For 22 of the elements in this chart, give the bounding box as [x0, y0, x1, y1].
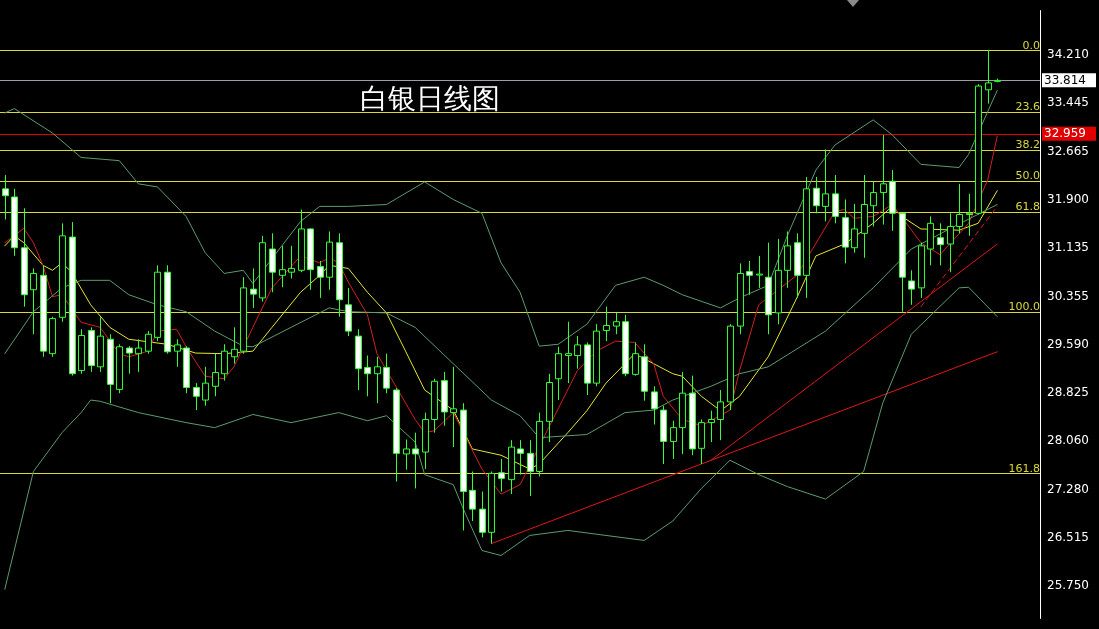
y-tick-label: 29.590	[1047, 337, 1089, 352]
ref-line-label: 32.959	[1044, 126, 1086, 141]
y-tick-label: 28.060	[1047, 432, 1089, 447]
text: 0.0	[1022, 38, 1040, 52]
y-tick-label: 25.750	[1047, 577, 1089, 592]
y-tick-label: 26.515	[1047, 529, 1089, 544]
y-tick-label: 34.210	[1047, 47, 1089, 62]
text: 61.8	[1015, 200, 1040, 214]
text: 50.0	[1015, 169, 1040, 183]
y-tick-label: 27.280	[1047, 481, 1089, 496]
text: 161.8	[1008, 461, 1040, 475]
y-tick-label: 31.900	[1047, 192, 1089, 207]
text: 白银日线图	[360, 81, 500, 117]
text: 100.0	[1008, 300, 1040, 314]
y-tick-label: 30.355	[1047, 289, 1089, 304]
ref-line-label: 33.814	[1044, 72, 1086, 87]
y-tick-label: 31.135	[1047, 240, 1089, 255]
y-tick-label: 33.445	[1047, 95, 1089, 110]
y-tick-label: 32.665	[1047, 144, 1089, 159]
text: 23.6	[1015, 100, 1040, 114]
text: 38.2	[1015, 138, 1040, 152]
y-tick-label: 28.825	[1047, 384, 1089, 399]
